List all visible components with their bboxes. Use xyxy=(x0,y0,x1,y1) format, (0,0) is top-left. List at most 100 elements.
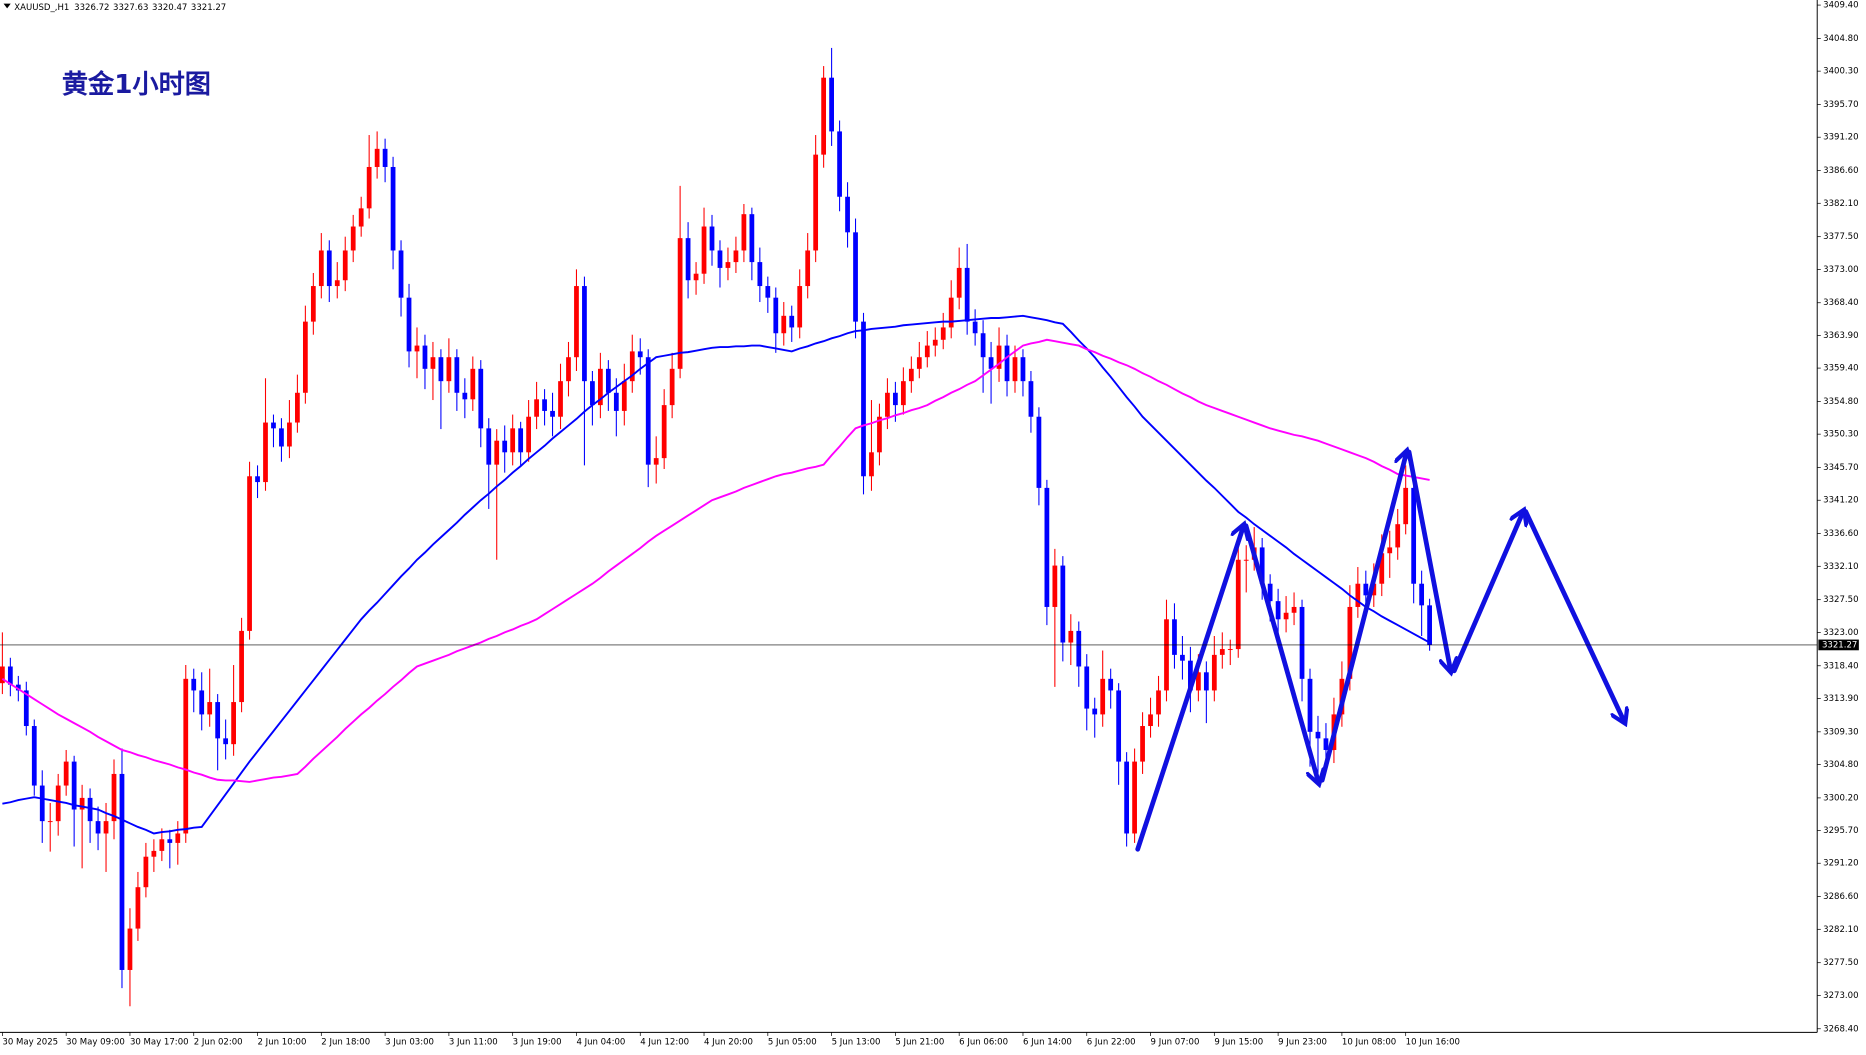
candle-body xyxy=(167,839,173,843)
candle-body xyxy=(1283,612,1289,620)
candle-body xyxy=(566,357,571,382)
candle-body xyxy=(916,357,922,369)
candle-body xyxy=(900,381,906,406)
candle-body xyxy=(215,702,221,739)
candle-body xyxy=(669,368,675,406)
candle-body xyxy=(1363,583,1369,596)
candle-body xyxy=(1052,565,1058,607)
y-tick-label: 3318.40 xyxy=(1823,661,1858,671)
candle-body xyxy=(1188,660,1193,691)
candle-body xyxy=(1275,601,1281,620)
y-tick-label: 3368.40 xyxy=(1823,298,1858,308)
candle-body xyxy=(829,77,834,132)
candle-body xyxy=(1148,714,1153,727)
candle-body xyxy=(733,250,739,263)
candle-body xyxy=(39,785,45,822)
candle-body xyxy=(1403,487,1409,525)
candle-body xyxy=(103,821,109,834)
candle-body xyxy=(1379,553,1385,584)
candle-body xyxy=(653,458,659,465)
candle-body xyxy=(789,315,795,328)
candle-body xyxy=(406,297,412,352)
candle-body xyxy=(1259,547,1265,584)
candle-body xyxy=(302,321,308,393)
candle-body xyxy=(374,148,380,167)
candle-body xyxy=(757,262,763,287)
x-tick-label: 30 May 2025 xyxy=(2,1037,58,1047)
y-tick-label: 3268.40 xyxy=(1823,1024,1858,1034)
y-tick-label: 3386.60 xyxy=(1823,166,1858,176)
y-tick-label: 3341.20 xyxy=(1823,496,1858,506)
y-tick-label: 3277.50 xyxy=(1823,958,1858,968)
y-tick-label: 3377.50 xyxy=(1823,232,1858,242)
candle-body xyxy=(382,148,388,167)
plot-area xyxy=(0,47,1432,1007)
annotation-title: 黄金1小时图 xyxy=(62,69,211,100)
candle-body xyxy=(1124,761,1130,834)
candle-body xyxy=(1116,690,1122,762)
candle-body xyxy=(1291,606,1297,613)
x-tick-label: 2 Jun 02:00 xyxy=(194,1037,243,1047)
candle-body xyxy=(486,428,492,465)
candle-body xyxy=(1140,726,1145,762)
candle-body xyxy=(637,351,643,358)
moving-average-line xyxy=(2,314,1431,835)
candle-body xyxy=(390,166,396,251)
candle-body xyxy=(685,238,691,281)
current-price-box xyxy=(1818,639,1859,651)
candle-body xyxy=(773,297,779,334)
x-tick-label: 9 Jun 23:00 xyxy=(1278,1037,1327,1047)
x-tick-label: 9 Jun 15:00 xyxy=(1214,1037,1263,1047)
candle-body xyxy=(869,452,874,477)
candle-body xyxy=(988,357,994,369)
x-tick-label: 9 Jun 07:00 xyxy=(1151,1037,1200,1047)
candle-body xyxy=(207,702,213,715)
candle-body xyxy=(366,166,372,209)
candle-body xyxy=(1180,654,1185,661)
candle-body xyxy=(717,250,723,268)
candle-body xyxy=(199,690,205,715)
candle-body xyxy=(79,797,85,810)
candle-body xyxy=(95,821,101,834)
x-tick-label: 30 May 09:00 xyxy=(66,1037,125,1047)
candle-body xyxy=(462,392,468,400)
annotation-arrow xyxy=(1451,511,1523,674)
candle-body xyxy=(598,368,603,406)
candle-body xyxy=(1076,630,1082,667)
candle-body xyxy=(1355,583,1361,607)
y-tick-label: 3350.30 xyxy=(1823,430,1858,440)
candle-body xyxy=(877,416,882,453)
current-price-label: 3321.27 xyxy=(1822,640,1857,650)
candle-body xyxy=(1243,559,1249,561)
candle-body xyxy=(1203,672,1209,691)
candle-body xyxy=(247,476,252,631)
candle-body xyxy=(430,357,436,369)
candle-body xyxy=(924,345,930,358)
candle-body xyxy=(629,351,635,382)
candle-body xyxy=(111,773,117,822)
x-tick-label: 5 Jun 05:00 xyxy=(768,1037,817,1047)
candle-body xyxy=(255,476,260,483)
y-tick-label: 3409.40 xyxy=(1823,1,1858,11)
candle-body xyxy=(693,273,699,281)
candle-body xyxy=(1020,357,1026,382)
candle-body xyxy=(613,392,619,411)
y-tick-label: 3363.90 xyxy=(1823,331,1858,341)
menu-icon[interactable] xyxy=(3,3,11,9)
y-tick-label: 3304.80 xyxy=(1823,760,1858,770)
candle-body xyxy=(645,357,651,465)
candle-body xyxy=(23,690,29,727)
candle-body xyxy=(510,428,516,453)
candle-body xyxy=(438,357,444,382)
candle-body xyxy=(1164,619,1169,691)
candle-body xyxy=(1307,678,1313,732)
y-tick-label: 3336.60 xyxy=(1823,529,1858,539)
x-tick-label: 3 Jun 11:00 xyxy=(449,1037,498,1047)
candle-body xyxy=(1419,583,1425,606)
candle-body xyxy=(781,315,787,334)
x-tick-label: 5 Jun 21:00 xyxy=(895,1037,944,1047)
candle-body xyxy=(87,797,93,822)
annotation-arrow xyxy=(1243,523,1319,783)
